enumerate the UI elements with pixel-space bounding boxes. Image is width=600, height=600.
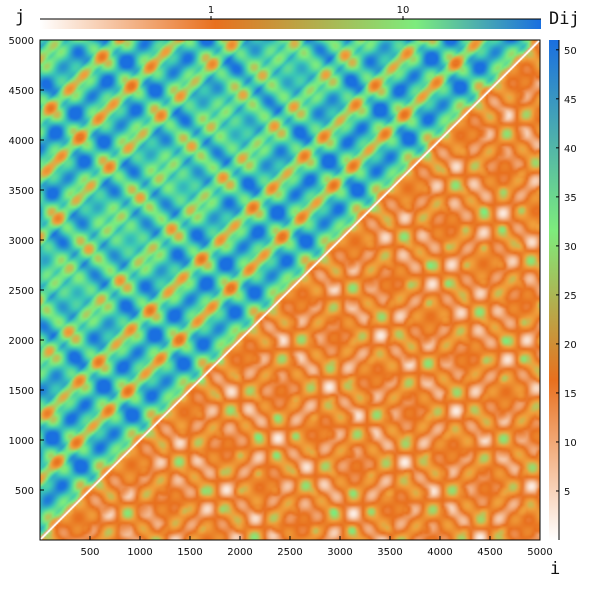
top-colorbar-tick-1: 1 xyxy=(208,5,214,16)
y-tick-label: 5000 xyxy=(9,36,34,47)
x-tick-label: 2000 xyxy=(227,547,252,558)
colorbar-tick-label: 50 xyxy=(564,46,577,57)
x-tick-label: 1000 xyxy=(127,547,152,558)
x-tick-label: 5000 xyxy=(527,547,552,558)
y-tick-label: 1500 xyxy=(9,386,34,397)
x-axis-label: i xyxy=(550,559,560,579)
y-axis-label: j xyxy=(15,7,25,27)
x-tick-label: 500 xyxy=(80,547,99,558)
diagonal-line xyxy=(39,39,541,541)
x-tick-label: 1500 xyxy=(177,547,202,558)
x-tick-label: 3000 xyxy=(327,547,352,558)
colorbar-tick-label: 30 xyxy=(564,242,577,253)
top-colorbar xyxy=(40,19,541,29)
colorbar-tick-label: 20 xyxy=(564,340,577,351)
colorbar-tick-label: 25 xyxy=(564,291,577,302)
x-axis-ticks: 500 1000 1500 2000 2500 3000 3500 4000 4500 5000 xyxy=(80,536,553,558)
colorbar-tick-label: 40 xyxy=(564,144,577,155)
colorbar-tick-label: 15 xyxy=(564,389,577,400)
x-tick-label: 3500 xyxy=(377,547,402,558)
y-tick-label: 4500 xyxy=(9,86,34,97)
colorbar-label: Dij xyxy=(549,9,580,29)
y-tick-label: 3000 xyxy=(9,236,34,247)
y-tick-label: 1000 xyxy=(9,436,34,447)
x-tick-label: 2500 xyxy=(277,547,302,558)
right-colorbar-ticks: 5 10 15 20 25 30 35 40 45 50 xyxy=(556,46,577,498)
y-tick-label: 2000 xyxy=(9,336,34,347)
y-tick-label: 500 xyxy=(15,486,34,497)
y-tick-label: 2500 xyxy=(9,286,34,297)
y-axis-ticks: 500 1000 1500 2000 2500 3000 3500 4000 4500 5000 xyxy=(9,36,44,497)
colorbar-tick-label: 5 xyxy=(564,487,570,498)
colorbar-tick-label: 10 xyxy=(564,438,577,449)
colorbar-tick-label: 45 xyxy=(564,95,577,106)
y-tick-label: 4000 xyxy=(9,136,34,147)
right-colorbar xyxy=(549,40,559,540)
y-tick-label: 3500 xyxy=(9,186,34,197)
x-tick-label: 4000 xyxy=(427,547,452,558)
x-tick-label: 4500 xyxy=(477,547,502,558)
colorbar-tick-label: 35 xyxy=(564,193,577,204)
top-colorbar-tick-10: 10 xyxy=(397,5,410,16)
